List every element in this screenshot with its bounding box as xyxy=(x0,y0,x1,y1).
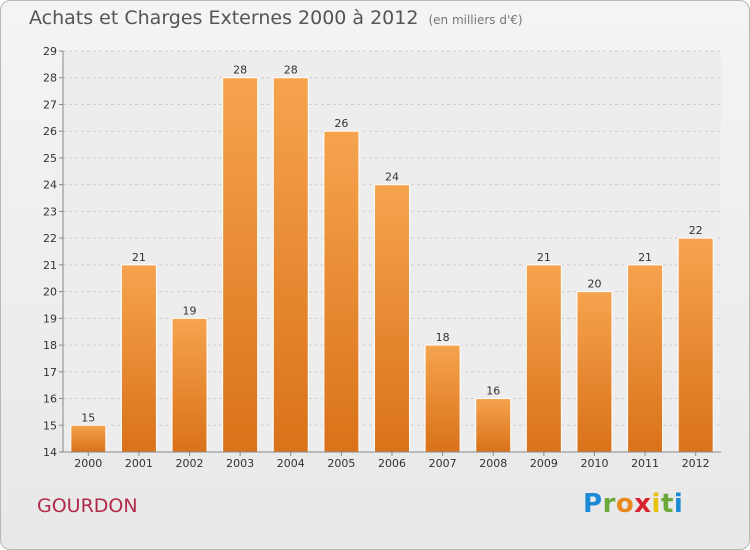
bar-2011 xyxy=(627,264,664,453)
bar-2004 xyxy=(272,77,309,453)
y-tick-label: 22 xyxy=(43,232,57,245)
data-label-2005: 26 xyxy=(334,117,348,130)
y-tick-label: 25 xyxy=(43,152,57,165)
bar-2001 xyxy=(120,264,157,453)
y-tick-label: 26 xyxy=(43,125,57,138)
data-label-2003: 28 xyxy=(233,64,247,77)
x-tick-label-2002: 2002 xyxy=(176,457,204,470)
bar-2009 xyxy=(525,264,562,453)
chart-title-text: Achats et Charges Externes 2000 à 2012 xyxy=(29,7,419,29)
logo-letter: t xyxy=(660,489,674,519)
logo-letter: i xyxy=(673,489,684,519)
chart-subtitle: (en milliers d'€) xyxy=(428,13,523,27)
x-tick-label-2004: 2004 xyxy=(277,457,305,470)
data-label-2006: 24 xyxy=(385,171,399,184)
y-tick-label: 24 xyxy=(43,179,57,192)
y-tick-label: 21 xyxy=(43,259,57,272)
y-tick-label: 17 xyxy=(43,366,57,379)
data-labels: 15 21 19 28 28 26 24 18 16 21 20 21 22 xyxy=(81,64,702,425)
y-tick-label: 27 xyxy=(43,98,57,111)
data-label-2012: 22 xyxy=(689,224,703,237)
x-tick-label-2007: 2007 xyxy=(429,457,457,470)
y-tick-label: 18 xyxy=(43,339,57,352)
x-tick-label-2001: 2001 xyxy=(125,457,153,470)
bar-2003 xyxy=(222,77,259,453)
y-axis: 14 15 16 17 18 19 20 21 22 23 24 25 26 27 28 29 xyxy=(43,45,64,459)
data-label-2001: 21 xyxy=(132,251,146,264)
bars xyxy=(70,77,714,453)
data-label-2000: 15 xyxy=(81,411,95,424)
bar-2005 xyxy=(323,130,360,453)
bar-2007 xyxy=(424,344,461,453)
data-label-2002: 19 xyxy=(183,304,197,317)
x-tick-label-2005: 2005 xyxy=(327,457,355,470)
data-label-2009: 21 xyxy=(537,251,551,264)
commune-name: GOURDON xyxy=(37,495,138,517)
x-tick-label-2000: 2000 xyxy=(74,457,102,470)
y-tick-label: 28 xyxy=(43,72,57,85)
y-tick-label: 15 xyxy=(43,419,57,432)
x-tick-label-2009: 2009 xyxy=(530,457,558,470)
y-tick-label: 23 xyxy=(43,205,57,218)
data-label-2011: 21 xyxy=(638,251,652,264)
x-tick-label-2006: 2006 xyxy=(378,457,406,470)
y-tick-label: 14 xyxy=(43,446,57,459)
x-tick-label-2012: 2012 xyxy=(682,457,710,470)
y-tick-label: 29 xyxy=(43,45,57,58)
x-tick-label-2003: 2003 xyxy=(226,457,254,470)
y-tick-label: 20 xyxy=(43,286,57,299)
data-label-2004: 28 xyxy=(284,64,298,77)
y-tick-label: 16 xyxy=(43,393,57,406)
data-label-2008: 16 xyxy=(486,385,500,398)
bar-2008 xyxy=(475,398,512,453)
data-label-2010: 20 xyxy=(587,278,601,291)
logo-letter: x xyxy=(634,489,652,519)
bar-2010 xyxy=(576,291,613,453)
bar-2012 xyxy=(677,237,714,453)
logo-letter: r xyxy=(602,489,616,519)
x-tick-label-2010: 2010 xyxy=(580,457,608,470)
data-label-2007: 18 xyxy=(436,331,450,344)
bar-2000 xyxy=(70,424,107,453)
logo-letter: o xyxy=(615,489,635,519)
logo-letter: i xyxy=(651,489,661,519)
bar-2002 xyxy=(171,317,208,453)
x-tick-label-2011: 2011 xyxy=(631,457,659,470)
x-tick-label-2008: 2008 xyxy=(479,457,507,470)
y-tick-label: 19 xyxy=(43,312,57,325)
bar-2006 xyxy=(374,184,410,453)
chart-title: Achats et Charges Externes 2000 à 2012 (e… xyxy=(29,7,523,29)
x-axis: 2000 2001 2002 2003 2004 2005 2006 2007 2008 2009… xyxy=(63,451,721,470)
logo-letter: P xyxy=(583,489,603,519)
proxiti-logo[interactable]: Proxiti xyxy=(583,489,683,519)
